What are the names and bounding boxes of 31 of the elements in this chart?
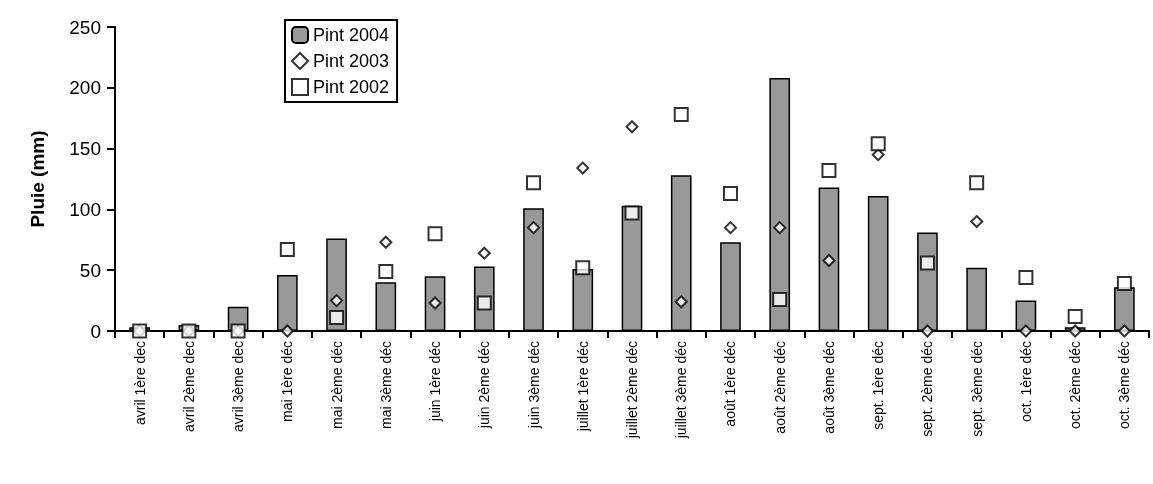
x-tick-label: août 3ème déc bbox=[820, 341, 837, 434]
x-tick-label: oct. 3ème déc bbox=[1116, 341, 1133, 429]
x-tick-label: oct. 1ère déc bbox=[1017, 341, 1034, 422]
x-tick-label: mai 2ème déc bbox=[328, 341, 345, 429]
x-tick-label: juin 1ère déc bbox=[427, 341, 444, 423]
x-tick-label: avril 2ème dec bbox=[180, 341, 197, 433]
x-tick-label: août 1ère déc bbox=[722, 341, 739, 427]
x-tick-label: avril 1ère dec bbox=[131, 341, 148, 426]
x-tick-label: sept. 2ème déc bbox=[919, 341, 936, 437]
x-tick-label: mai 3ème déc bbox=[377, 341, 394, 429]
x-tick-label: juillet 3ème déc bbox=[673, 341, 690, 440]
x-tick-label: sept. 3ème déc bbox=[968, 341, 985, 437]
y-tick-label: 250 bbox=[69, 16, 101, 38]
legend-label: Pint 2004 bbox=[313, 25, 390, 45]
x-tick-label: mai 1ère déc bbox=[279, 341, 296, 422]
y-tick-label: 100 bbox=[69, 198, 101, 220]
x-tick-label: sept. 1ère déc bbox=[870, 341, 887, 430]
legend-label: Pint 2002 bbox=[313, 77, 390, 97]
x-tick-label: juillet 2ème déc bbox=[624, 341, 640, 440]
y-axis-title: Pluie (mm) bbox=[27, 130, 48, 228]
x-tick-label: juin 3ème déc bbox=[525, 341, 542, 430]
y-tick-label: 200 bbox=[69, 77, 101, 99]
x-tick-label: avril 3ème dec bbox=[230, 341, 247, 433]
legend-label: Pint 2003 bbox=[313, 51, 390, 71]
x-tick-label: juillet 1ère déc bbox=[574, 341, 591, 433]
x-tick-label: oct. 2ème déc bbox=[1067, 341, 1084, 429]
x-tick-label: juin 2ème déc bbox=[476, 341, 493, 430]
y-tick-label: 150 bbox=[69, 138, 101, 160]
y-tick-label: 50 bbox=[79, 259, 101, 281]
y-tick-label: 0 bbox=[90, 320, 101, 342]
x-tick-label: août 2ème déc bbox=[771, 341, 788, 434]
